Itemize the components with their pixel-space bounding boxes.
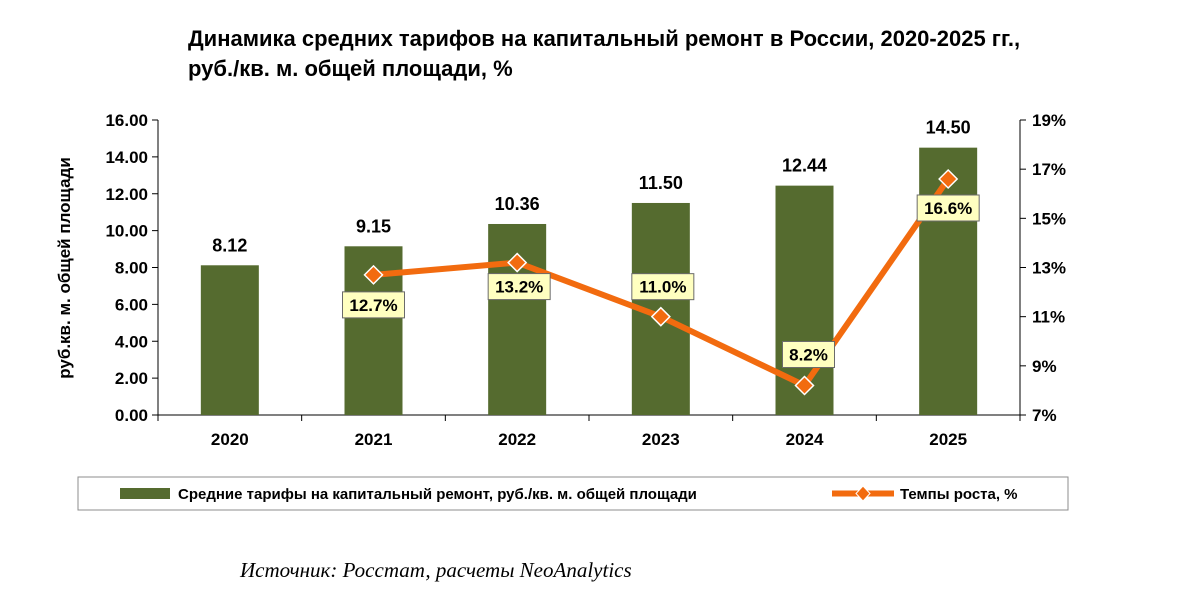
y-tick-label: 2.00 bbox=[115, 369, 148, 388]
legend-bar-label: Средние тарифы на капитальный ремонт, ру… bbox=[178, 486, 697, 503]
growth-rate-point bbox=[794, 375, 815, 396]
y-tick-label: 8.00 bbox=[115, 259, 148, 278]
legend-line-marker bbox=[855, 485, 871, 502]
y-tick-label: 12.00 bbox=[105, 185, 148, 204]
growth-rate-label-box bbox=[342, 291, 405, 319]
bar-value-label: 10.36 bbox=[495, 194, 540, 214]
y2-tick-label: 15% bbox=[1032, 209, 1066, 228]
growth-rate-label: 12.7% bbox=[349, 296, 397, 315]
y2-tick-label: 7% bbox=[1032, 406, 1057, 425]
bar bbox=[919, 147, 978, 415]
growth-rate-label: 13.2% bbox=[495, 278, 543, 297]
growth-rate-label-box bbox=[631, 273, 695, 301]
y2-tick-label: 13% bbox=[1032, 259, 1066, 278]
y2-tick-label: 9% bbox=[1032, 357, 1057, 376]
legend: Средние тарифы на капитальный ремонт, ру… bbox=[77, 476, 1069, 511]
plot-area: 0.00 2.00 4.00 6.00 8.00 10.00 12.00 14.00 16.00… bbox=[105, 111, 1066, 449]
y2-tick-label: 11% bbox=[1032, 308, 1065, 327]
chart-title-line-1: Динамика средних тарифов на капитальный … bbox=[188, 26, 1020, 51]
bar-value-label: 12.44 bbox=[782, 156, 827, 176]
y-tick-label: 0.00 bbox=[115, 406, 148, 425]
y-tick-label: 6.00 bbox=[115, 295, 148, 314]
y2-tick-label: 19% bbox=[1032, 111, 1066, 130]
chart-title-line-2: руб./кв. м. общей площади, % bbox=[188, 56, 513, 81]
y2-tick-label: 17% bbox=[1032, 160, 1066, 179]
growth-rate-point bbox=[507, 252, 528, 273]
y-tick-label: 10.00 bbox=[105, 222, 148, 241]
bar-value-label: 11.50 bbox=[639, 173, 683, 193]
growth-rate-label: 16.6% bbox=[924, 199, 972, 218]
y-tick-label: 16.00 bbox=[105, 111, 148, 130]
growth-rate-label-box bbox=[916, 194, 980, 222]
bar bbox=[200, 265, 259, 415]
x-tick-label: 2022 bbox=[498, 430, 536, 449]
y-axis-label: руб.кв. м. общей площади bbox=[55, 157, 74, 379]
y-tick-label: 4.00 bbox=[115, 332, 148, 351]
growth-rate-label: 11.0% bbox=[639, 278, 686, 297]
bar-value-label: 14.50 bbox=[926, 118, 971, 138]
x-tick-label: 2023 bbox=[642, 430, 680, 449]
x-tick-label: 2024 bbox=[786, 430, 824, 449]
legend-frame bbox=[77, 476, 1069, 511]
growth-rate-label-box bbox=[782, 341, 835, 368]
growth-rate-point bbox=[650, 306, 671, 327]
source-note: Источник: Росстат, расчеты NeoAnalytics bbox=[240, 558, 632, 582]
x-tick-label: 2021 bbox=[355, 430, 393, 449]
y-tick-label: 14.00 bbox=[105, 148, 148, 167]
x-tick-label: 2025 bbox=[929, 430, 967, 449]
growth-rate-point bbox=[938, 168, 959, 190]
legend-bar-swatch bbox=[120, 488, 170, 499]
growth-rate-label: 8.2% bbox=[789, 346, 828, 365]
x-tick-label: 2020 bbox=[211, 430, 249, 449]
growth-rate-label-box bbox=[487, 273, 551, 301]
legend-line-label: Темпы роста, % bbox=[900, 486, 1018, 503]
growth-rate-point bbox=[363, 264, 384, 285]
bar-value-label: 9.15 bbox=[356, 216, 391, 236]
bar-value-label: 8.12 bbox=[212, 235, 247, 255]
